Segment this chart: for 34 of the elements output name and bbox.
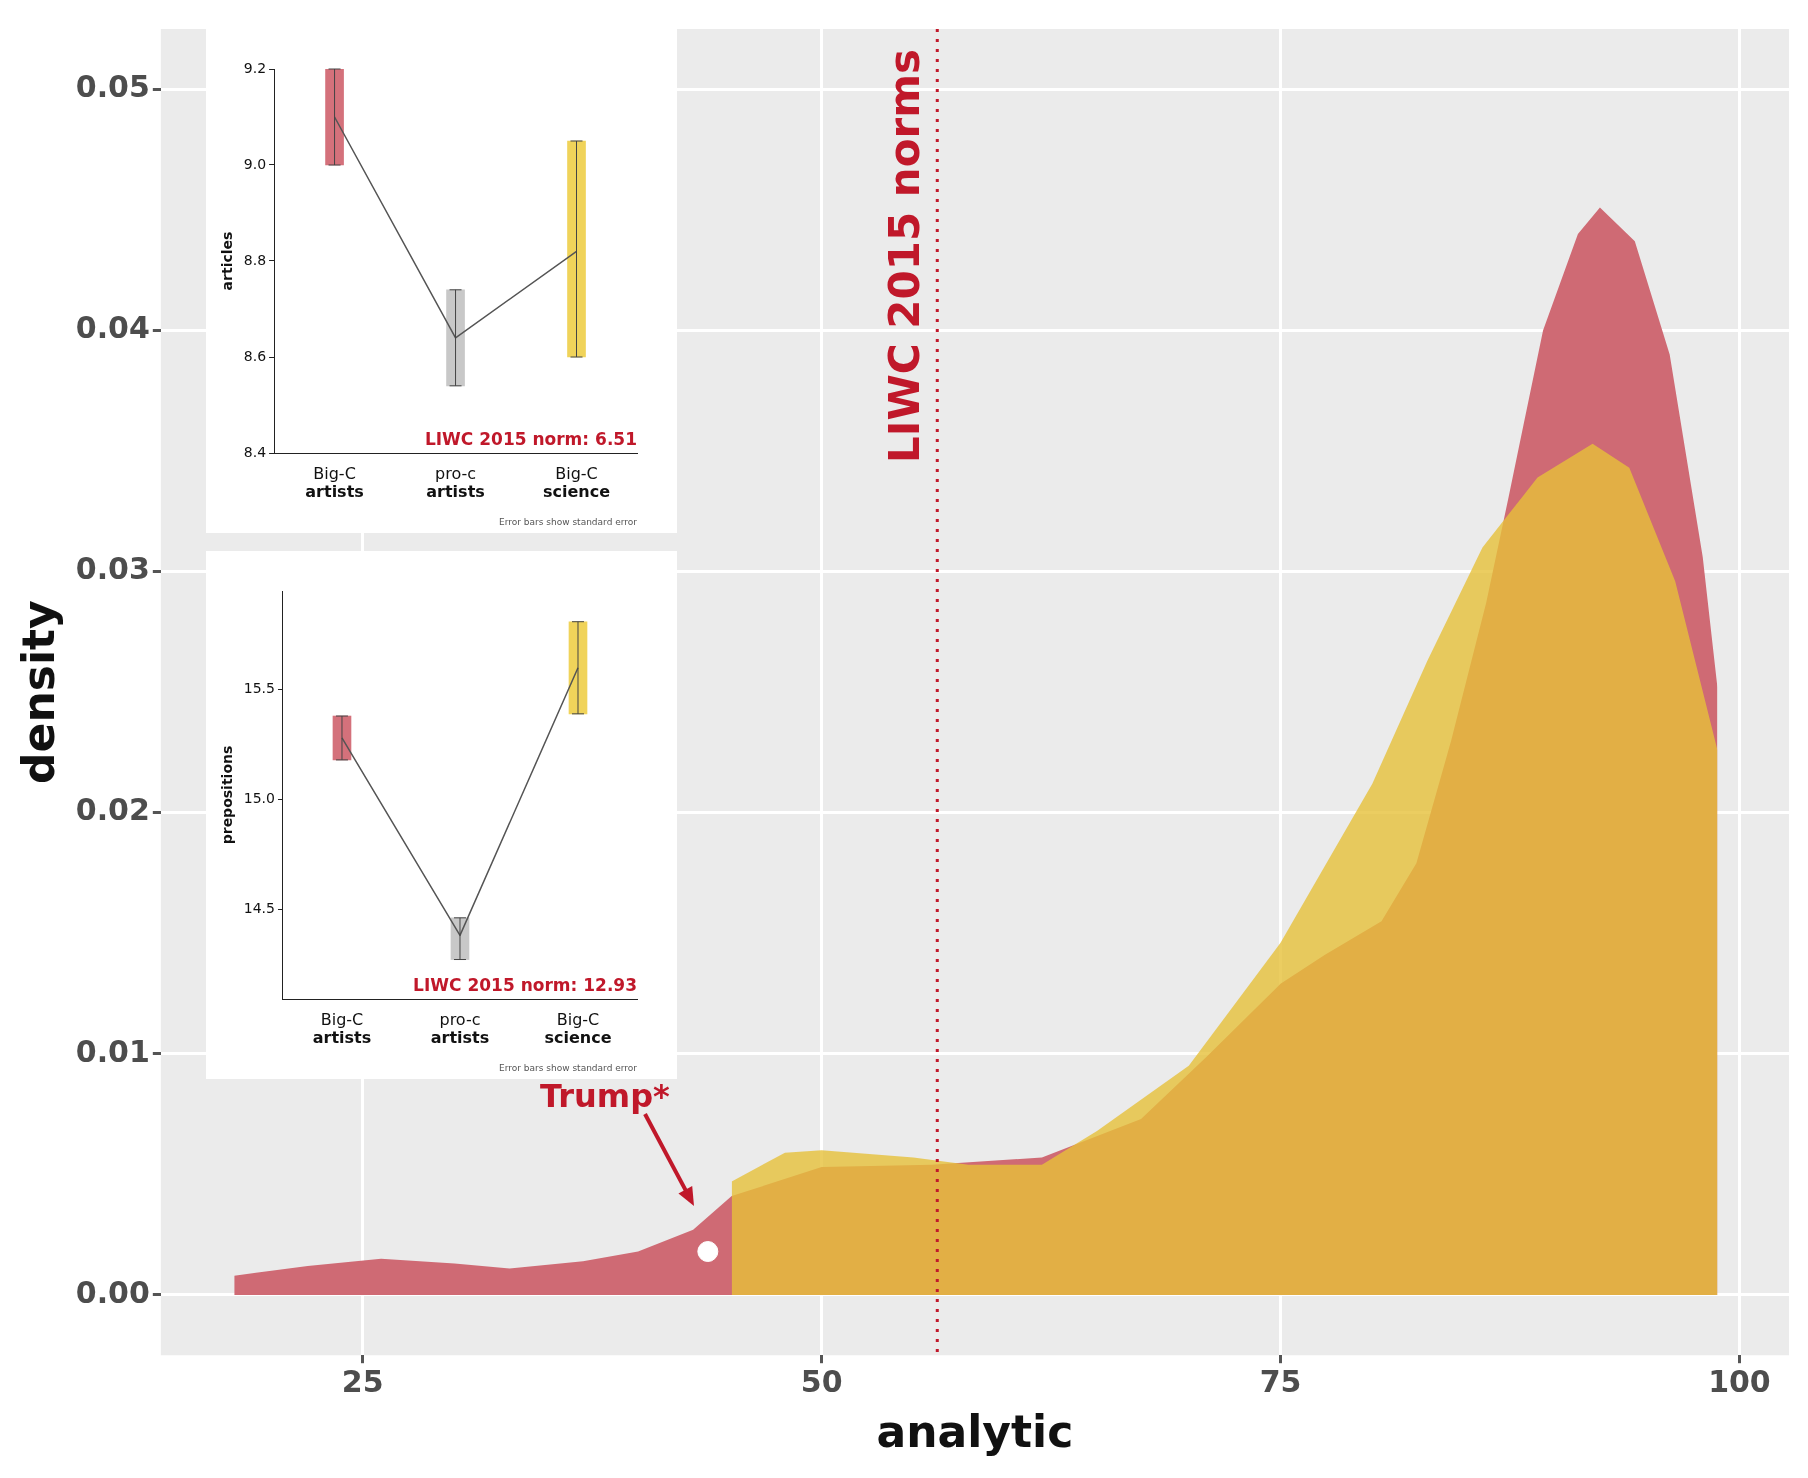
y-tick-label: 0.04 <box>75 310 150 346</box>
y-axis-title: density <box>12 600 64 784</box>
x-tick-label: 25 <box>341 1364 384 1399</box>
y-tick-label: 9.2 <box>243 59 267 76</box>
annotation: Error bars show standard error <box>499 516 638 527</box>
x-tick-label: Big-C science <box>544 1010 612 1048</box>
y-tick-label: 0.02 <box>75 792 150 828</box>
ref-line-label: LIWC 2015 norms <box>880 49 930 463</box>
x-tick-label: 50 <box>800 1364 843 1399</box>
annotation: Trump* <box>539 1076 671 1115</box>
y-tick-label: 8.6 <box>243 347 267 364</box>
y-tick-label: 8.8 <box>243 251 267 268</box>
x-tick-label: pro-c artists <box>430 1010 490 1048</box>
annotation: LIWC 2015 norm: 6.51 <box>424 428 637 449</box>
y-tick-label: 15.0 <box>243 790 275 807</box>
x-tick-label: 75 <box>1259 1364 1302 1399</box>
y-tick-label: 14.5 <box>243 899 275 916</box>
x-tick-label: pro-c artists <box>426 464 485 502</box>
y-tick-label: 8.4 <box>243 443 267 460</box>
y-tick-label: 0.03 <box>75 551 150 587</box>
y-tick-label: 15.5 <box>243 680 275 697</box>
y-axis-title: prepositions <box>219 745 236 845</box>
x-tick-label: Big-C artists <box>305 464 364 502</box>
y-tick-label: 9.0 <box>243 155 267 172</box>
x-tick-label: Big-C artists <box>312 1010 372 1048</box>
x-axis-title: analytic <box>876 1406 1074 1458</box>
annotation: Error bars show standard error <box>499 1062 638 1073</box>
y-tick-label: 0.00 <box>75 1274 150 1310</box>
annotation: LIWC 2015 norm: 12.93 <box>413 974 637 995</box>
x-tick-label: 100 <box>1708 1364 1771 1399</box>
y-tick-label: 0.05 <box>75 69 150 105</box>
y-tick-label: 0.01 <box>75 1033 150 1069</box>
y-axis-title: articles <box>219 231 236 291</box>
x-tick-label: Big-C science <box>542 464 611 502</box>
